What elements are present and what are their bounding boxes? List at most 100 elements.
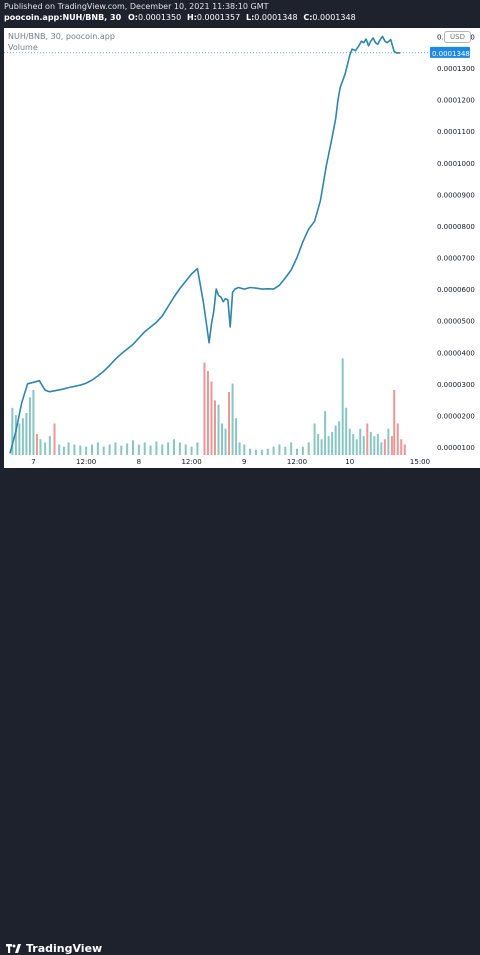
volume-bar	[359, 428, 362, 455]
y-tick-label: 0.0001100	[437, 128, 475, 136]
volume-bar	[155, 441, 158, 455]
ohlc-readout: poocoin.app:NUH/BNB, 30 O:0.0001350 H: 0.…	[4, 13, 356, 22]
footer-bar: TradingView	[0, 468, 480, 955]
open-label: O:	[127, 13, 138, 22]
price-axis[interactable]	[434, 28, 480, 468]
close-label: C:	[303, 13, 313, 22]
volume-bar	[39, 439, 42, 455]
volume-bar	[376, 434, 379, 455]
volume-bar	[196, 442, 199, 455]
volume-bar	[228, 392, 231, 455]
currency-button[interactable]: USD	[444, 31, 471, 43]
low-value: 0.0001348	[254, 13, 298, 22]
volume-bar	[21, 418, 24, 455]
volume-bar	[290, 442, 293, 455]
y-tick-label: 0.0000600	[437, 286, 475, 294]
series-legend: NUH/BNB, 30, poocoin.app	[8, 32, 115, 41]
volume-bar	[266, 448, 269, 455]
volume-bar	[278, 444, 281, 455]
tradingview-logo[interactable]: TradingView	[6, 942, 102, 955]
open-value: 0.0001350	[137, 13, 182, 22]
publish-notice: Published on TradingView.com, December 1…	[4, 2, 269, 11]
high-label: H:	[187, 13, 197, 22]
volume-bar	[373, 436, 376, 455]
last-price-label: 0.0001348	[432, 50, 470, 58]
volume-bar	[221, 423, 224, 455]
volume-bar	[238, 442, 241, 455]
brand-name: TradingView	[26, 942, 103, 955]
volume-bar	[255, 449, 257, 455]
y-tick-label: 0.0000700	[437, 255, 475, 263]
y-tick-label: 0.0000900	[437, 191, 475, 199]
volume-legend: Volume	[8, 43, 38, 52]
y-tick-label: 0.0000200	[437, 412, 475, 420]
volume-bar	[85, 446, 88, 455]
volume-bar	[48, 436, 51, 455]
volume-bar	[331, 431, 334, 455]
volume-bar	[137, 444, 140, 455]
volume-bar	[79, 445, 82, 455]
volume-bar	[178, 442, 181, 455]
symbol-label: poocoin.app:NUH/BNB, 30	[4, 13, 122, 22]
chart-canvas[interactable]	[4, 28, 434, 468]
price-chart[interactable]: 0.00014000.00013000.00012000.00011000.00…	[0, 28, 480, 468]
chart-legend: NUH/BNB, 30, poocoin.app Volume	[8, 32, 115, 52]
volume-bar	[28, 397, 31, 455]
low-label: L:	[245, 13, 255, 22]
volume-bar	[243, 444, 246, 455]
volume-bar	[11, 407, 14, 455]
volume-bar	[62, 446, 65, 455]
volume-bar	[18, 423, 21, 455]
tradingview-logo-icon	[6, 944, 21, 953]
volume-bar	[235, 418, 238, 455]
volume-bar	[96, 442, 99, 455]
y-tick-label: 0.0000300	[437, 381, 475, 389]
volume-bar	[313, 423, 316, 455]
volume-bar	[366, 423, 369, 455]
volume-bar	[383, 439, 386, 455]
x-tick-label: 12:00	[76, 458, 96, 466]
last-price-tag	[430, 46, 470, 58]
volume-bar	[73, 444, 76, 455]
volume-bar	[301, 446, 304, 455]
volume-bar	[206, 371, 209, 455]
volume-bar	[403, 444, 406, 455]
volume-bar	[260, 449, 263, 455]
publish-header: Published on TradingView.com, December 1…	[0, 0, 480, 26]
volume-bar	[132, 440, 134, 455]
volume-bar	[348, 428, 351, 455]
volume-bar	[214, 400, 216, 455]
volume-bar	[108, 444, 111, 455]
volume-bar	[272, 446, 275, 455]
volume-bar	[44, 442, 47, 455]
y-tick-label: 0.0000800	[437, 223, 475, 231]
volume-bar	[327, 436, 330, 455]
volume-bar	[284, 446, 287, 455]
volume-bar	[161, 444, 164, 455]
x-tick-label: 9	[242, 458, 246, 466]
y-tick-label: 0.0000400	[437, 349, 475, 357]
x-tick-label: 7	[31, 458, 35, 466]
volume-bar	[149, 445, 152, 455]
volume-bar	[14, 415, 17, 455]
x-tick-label: 12:00	[181, 458, 201, 466]
volume-bar	[338, 421, 341, 455]
x-tick-label: 8	[137, 458, 141, 466]
volume-bar	[400, 439, 403, 455]
volume-bar	[126, 443, 129, 455]
volume-bar	[190, 446, 193, 455]
y-tick-label: 0.0001000	[437, 160, 475, 168]
volume-bar	[120, 445, 123, 455]
close-value: 0.0001348	[312, 13, 356, 22]
volume-bar	[32, 389, 35, 455]
volume-bar	[369, 431, 372, 455]
volume-bar	[393, 389, 396, 455]
volume-bar	[210, 381, 213, 455]
x-tick-label: 10	[345, 458, 354, 466]
y-tick-label: 0.0000100	[437, 444, 475, 452]
volume-bar	[317, 434, 320, 455]
volume-bar	[143, 442, 146, 455]
volume-bar	[217, 404, 220, 455]
volume-bar	[296, 448, 298, 455]
volume-bar	[320, 439, 323, 455]
